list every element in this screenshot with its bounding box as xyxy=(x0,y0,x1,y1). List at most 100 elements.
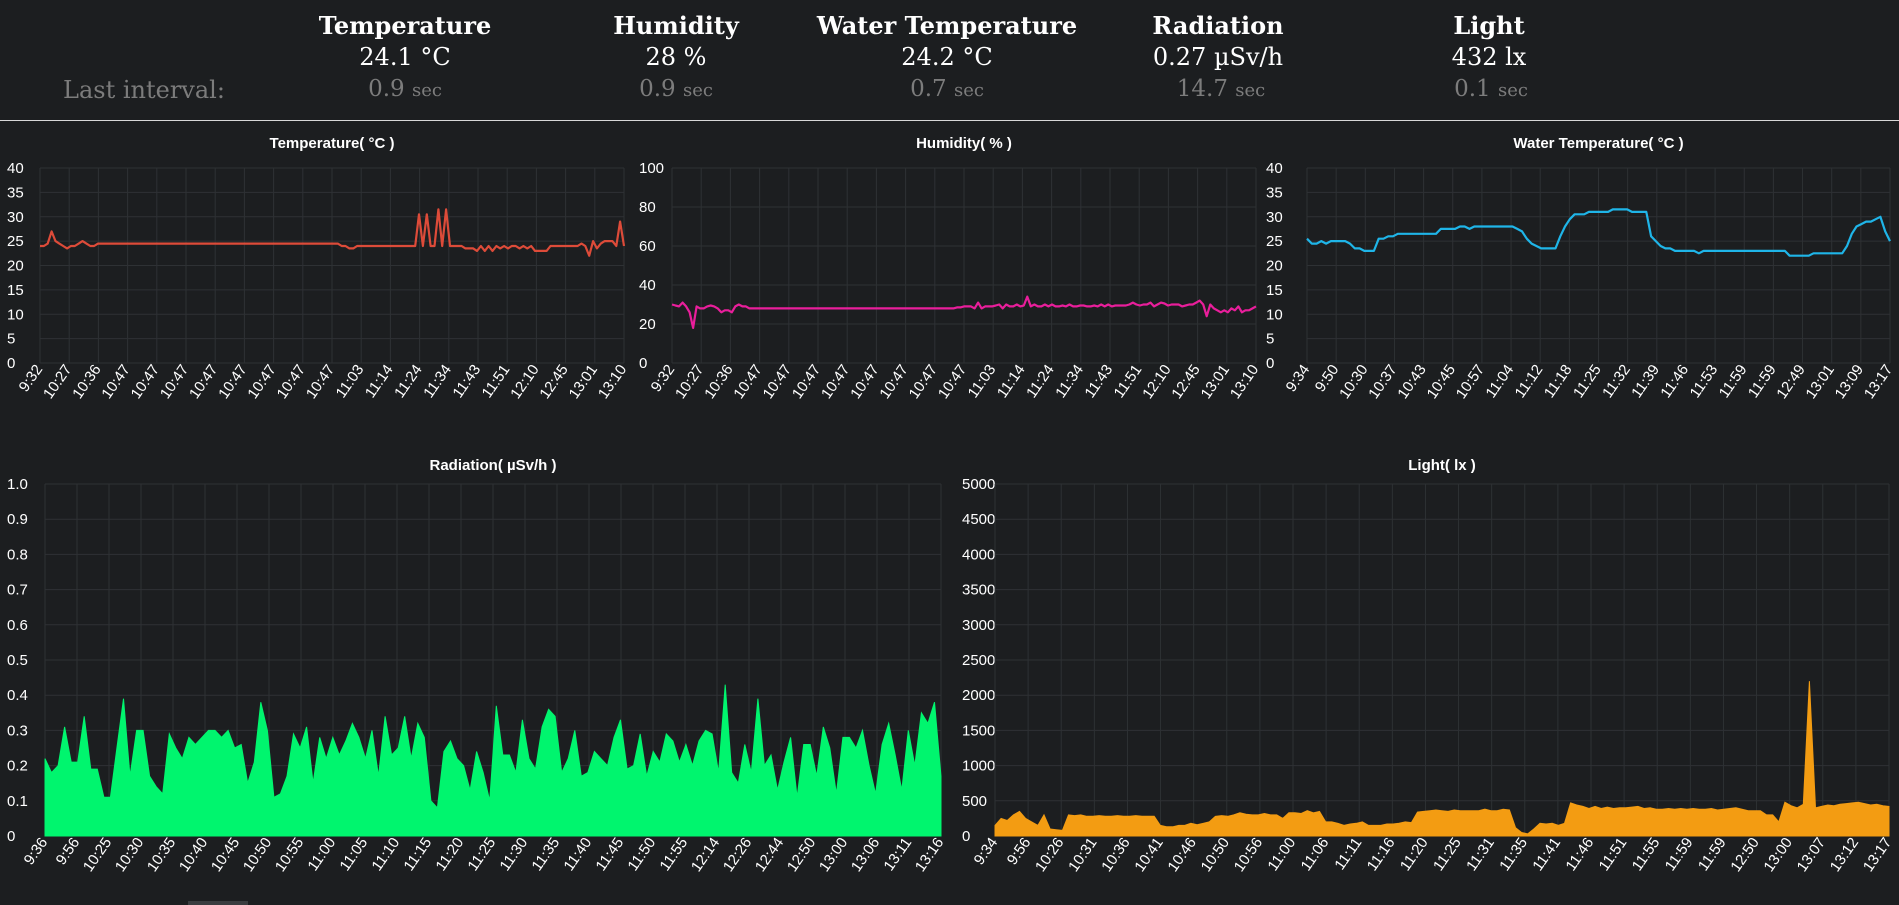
temperature-y-tick-label: 10 xyxy=(7,306,24,323)
radiation-x-tick-label: 10:45 xyxy=(208,835,243,876)
radiation-y-tick-label: 0.3 xyxy=(7,722,28,739)
water-temperature-series-line xyxy=(1306,208,1891,257)
water-temperature-x-tick-label: 11:32 xyxy=(1599,362,1634,402)
light-y-tick-label: 2000 xyxy=(962,687,995,704)
radiation-chart: Radiation( µSv/h ) 0 0.1 0.2 0.3 0.4 0.5 0.6 0.7… xyxy=(7,457,947,876)
radiation-y-tick-label: 0.5 xyxy=(7,652,28,669)
temperature-x-tick-label: 10:27 xyxy=(40,362,75,403)
temperature-x-tick-label: 11:03 xyxy=(333,362,368,402)
radiation-x-tick-label: 10:35 xyxy=(144,835,179,876)
radiation-y-tick-label: 0.7 xyxy=(7,582,28,599)
light-x-tick-label: 13:00 xyxy=(1760,835,1795,876)
temperature-y-tick-label: 30 xyxy=(7,209,24,226)
radiation-x-tick-label: 13:06 xyxy=(848,835,883,876)
radiation-y-tick-label: 0.2 xyxy=(7,758,28,775)
water-temperature-x-tick-label: 11:18 xyxy=(1541,362,1576,402)
water-temperature-y-tick-label: 25 xyxy=(1266,233,1283,250)
bottom-tab[interactable] xyxy=(188,901,248,905)
water-temperature-x-tick-label: 11:53 xyxy=(1687,362,1722,402)
humidity-chart: Humidity( % )0204060801009:3210:2710:361… xyxy=(639,135,1262,403)
radiation-y-tick-label: 0.8 xyxy=(7,546,28,563)
radiation-x-tick-label: 11:45 xyxy=(592,835,627,875)
radiation-x-tick-label: 13:11 xyxy=(880,835,915,875)
temperature-y-tick-label: 20 xyxy=(7,258,24,275)
water-temperature-x-tick-label: 11:12 xyxy=(1512,362,1547,402)
light-x-tick-label: 11:00 xyxy=(1264,835,1299,875)
light-x-tick-label: 11:51 xyxy=(1596,835,1631,875)
water-temperature-x-tick-label: 9:34 xyxy=(1283,362,1314,396)
light-x-tick-label: 11:31 xyxy=(1463,835,1498,875)
light-x-tick-label: 13:12 xyxy=(1827,835,1862,876)
water-temperature-x-tick-label: 11:04 xyxy=(1483,362,1518,402)
water-temperature-y-tick-label: 15 xyxy=(1266,282,1283,299)
temperature-x-tick-label: 13:10 xyxy=(595,362,630,403)
light-x-tick-label: 10:26 xyxy=(1032,835,1067,876)
light-x-tick-label: 11:06 xyxy=(1298,835,1333,875)
temperature-x-tick-label: 11:14 xyxy=(362,362,397,402)
humidity-x-tick-label: 11:43 xyxy=(1081,362,1116,402)
light-x-tick-label: 13:07 xyxy=(1794,835,1829,876)
temperature-x-tick-label: 10:47 xyxy=(186,362,221,403)
humidity-x-tick-label: 10:47 xyxy=(730,362,765,403)
water-temperature-y-tick-label: 30 xyxy=(1266,209,1283,226)
water-temperature-chart-title: Water Temperature( °C ) xyxy=(1513,135,1683,152)
light-y-tick-label: 0 xyxy=(962,828,970,845)
water-temperature-value: 24.2 °C xyxy=(901,43,993,71)
humidity-interval-number: 0.9 xyxy=(639,76,676,102)
radiation-interval: 14.7 sec xyxy=(1177,76,1266,102)
radiation-x-tick-label: 9:36 xyxy=(21,835,52,869)
humidity-x-tick-label: 10:47 xyxy=(876,362,911,403)
radiation-title: Radiation xyxy=(1152,11,1284,40)
humidity-x-tick-label: 10:47 xyxy=(906,362,941,403)
temperature-x-tick-label: 10:47 xyxy=(157,362,192,403)
light-y-tick-label: 1500 xyxy=(962,722,995,739)
temperature-x-tick-label: 10:36 xyxy=(69,362,104,403)
water-temperature-x-tick-label: 11:39 xyxy=(1628,362,1663,402)
temperature-y-tick-label: 40 xyxy=(7,160,24,177)
temperature-y-tick-label: 0 xyxy=(7,355,15,372)
light-y-tick-label: 4500 xyxy=(962,511,995,528)
temperature-y-tick-label: 15 xyxy=(7,282,24,299)
humidity-x-tick-label: 11:51 xyxy=(1111,362,1146,402)
humidity-y-tick-label: 60 xyxy=(639,238,656,255)
radiation-y-tick-label: 0.6 xyxy=(7,617,28,634)
radiation-series-area xyxy=(44,684,942,837)
water-temperature-x-tick-label: 10:30 xyxy=(1336,362,1371,403)
radiation-x-tick-label: 10:50 xyxy=(240,835,275,876)
temperature-x-tick-label: 11:34 xyxy=(420,362,455,402)
humidity-x-tick-label: 10:36 xyxy=(701,362,736,403)
temperature-interval-unit: sec xyxy=(411,80,442,101)
water-temperature-y-tick-label: 35 xyxy=(1266,184,1283,201)
water-temperature-y-tick-label: 5 xyxy=(1266,331,1274,348)
water-temperature-y-tick-label: 40 xyxy=(1266,160,1283,177)
radiation-x-tick-label: 13:16 xyxy=(912,835,947,876)
humidity-x-tick-label: 13:01 xyxy=(1198,362,1233,403)
light-x-tick-label: 11:35 xyxy=(1496,835,1531,875)
light-y-tick-label: 4000 xyxy=(962,546,995,563)
temperature-x-tick-label: 10:47 xyxy=(244,362,279,403)
stats-header: Temperature 24.1 °C 0.9 sec Humidity 28 … xyxy=(0,0,1899,121)
radiation-x-tick-label: 11:35 xyxy=(528,835,563,875)
humidity-x-tick-label: 10:47 xyxy=(847,362,882,403)
humidity-x-tick-label: 10:47 xyxy=(818,362,853,403)
radiation-x-tick-label: 12:14 xyxy=(688,835,723,876)
humidity-series-line xyxy=(671,295,1257,329)
light-x-tick-label: 10:56 xyxy=(1231,835,1266,876)
temperature-value: 24.1 °C xyxy=(359,43,451,71)
water-temperature-interval-number: 0.7 xyxy=(910,76,947,102)
humidity-x-tick-label: 11:34 xyxy=(1052,362,1087,402)
water-temperature-x-tick-label: 12:49 xyxy=(1773,362,1808,403)
light-x-tick-label: 10:31 xyxy=(1065,835,1100,876)
radiation-x-tick-label: 13:00 xyxy=(816,835,851,876)
humidity-x-tick-label: 10:47 xyxy=(935,362,970,403)
radiation-x-tick-label: 11:10 xyxy=(368,835,403,875)
water-temperature-x-tick-label: 13:09 xyxy=(1832,362,1867,403)
water-temperature-y-tick-label: 10 xyxy=(1266,306,1283,323)
light-y-tick-label: 3000 xyxy=(962,617,995,634)
radiation-x-tick-label: 12:26 xyxy=(720,835,755,876)
humidity-y-tick-label: 80 xyxy=(639,199,656,216)
light-interval: 0.1 sec xyxy=(1454,76,1528,102)
temperature-x-tick-label: 10:47 xyxy=(274,362,309,403)
light-x-tick-label: 11:41 xyxy=(1529,835,1564,875)
temperature-chart: Temperature( °C )05101520253035409:3210:… xyxy=(7,135,630,403)
